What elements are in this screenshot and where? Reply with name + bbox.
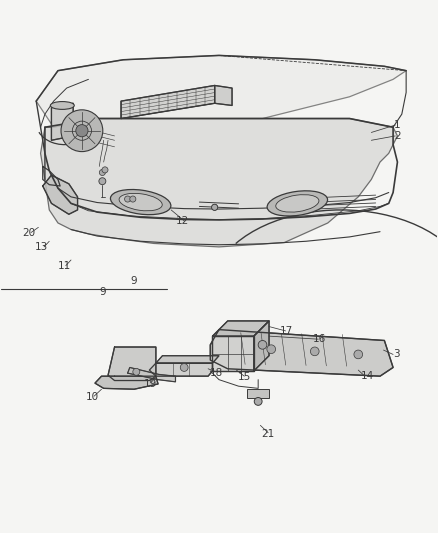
- Polygon shape: [127, 367, 176, 382]
- Circle shape: [254, 398, 262, 405]
- Text: 19: 19: [144, 379, 157, 389]
- Polygon shape: [36, 55, 406, 127]
- Text: 14: 14: [360, 371, 374, 381]
- Text: 9: 9: [131, 276, 138, 286]
- Polygon shape: [95, 376, 158, 389]
- Text: 2: 2: [394, 131, 401, 141]
- Polygon shape: [254, 321, 269, 371]
- Polygon shape: [247, 389, 269, 398]
- Text: 20: 20: [22, 228, 35, 238]
- Text: 11: 11: [58, 261, 71, 271]
- Ellipse shape: [110, 190, 171, 215]
- Polygon shape: [121, 85, 215, 118]
- Circle shape: [267, 345, 276, 353]
- Polygon shape: [212, 336, 254, 371]
- Circle shape: [354, 350, 363, 359]
- Ellipse shape: [276, 195, 319, 212]
- Ellipse shape: [119, 193, 162, 211]
- Polygon shape: [41, 118, 397, 247]
- Circle shape: [130, 196, 136, 202]
- Text: 21: 21: [261, 429, 275, 439]
- Circle shape: [311, 347, 319, 356]
- Text: 15: 15: [238, 373, 251, 383]
- Circle shape: [99, 169, 106, 175]
- Polygon shape: [51, 103, 73, 140]
- Circle shape: [76, 125, 88, 137]
- Polygon shape: [215, 85, 232, 106]
- Circle shape: [133, 368, 140, 375]
- Ellipse shape: [50, 102, 74, 109]
- Polygon shape: [43, 175, 78, 214]
- Text: 10: 10: [85, 392, 99, 402]
- Text: 18: 18: [209, 368, 223, 378]
- Polygon shape: [210, 329, 393, 376]
- Text: 1: 1: [394, 120, 401, 130]
- Circle shape: [212, 204, 218, 211]
- Circle shape: [61, 110, 103, 151]
- Text: 9: 9: [99, 287, 106, 297]
- Circle shape: [124, 196, 131, 202]
- Text: 12: 12: [175, 216, 189, 226]
- Text: 13: 13: [35, 242, 48, 252]
- Ellipse shape: [267, 191, 328, 216]
- Circle shape: [99, 177, 106, 184]
- Circle shape: [258, 341, 267, 349]
- Text: 3: 3: [393, 350, 400, 359]
- Text: 17: 17: [280, 326, 293, 336]
- Polygon shape: [108, 347, 156, 381]
- Text: 16: 16: [312, 334, 326, 344]
- Circle shape: [212, 204, 218, 211]
- Polygon shape: [149, 363, 212, 376]
- Circle shape: [102, 167, 108, 173]
- Polygon shape: [212, 321, 269, 336]
- Circle shape: [180, 364, 188, 372]
- Polygon shape: [156, 356, 219, 363]
